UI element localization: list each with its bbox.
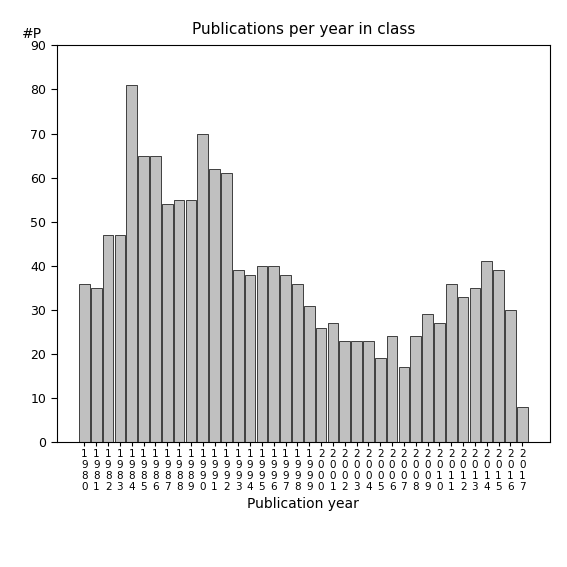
Bar: [399, 367, 409, 442]
Bar: [481, 261, 492, 442]
Text: #P: #P: [22, 27, 43, 41]
Bar: [340, 341, 350, 442]
Bar: [79, 284, 90, 442]
Bar: [268, 266, 279, 442]
Bar: [304, 306, 315, 442]
Bar: [422, 314, 433, 442]
Bar: [91, 288, 101, 442]
Bar: [280, 274, 291, 442]
Bar: [233, 270, 244, 442]
Bar: [138, 155, 149, 442]
Bar: [493, 270, 504, 442]
Bar: [469, 288, 480, 442]
Bar: [458, 297, 468, 442]
Bar: [150, 155, 161, 442]
X-axis label: Publication year: Publication year: [247, 497, 359, 511]
Bar: [352, 341, 362, 442]
Bar: [126, 85, 137, 442]
Bar: [375, 358, 386, 442]
Bar: [162, 204, 172, 442]
Bar: [411, 336, 421, 442]
Bar: [328, 323, 338, 442]
Bar: [292, 284, 303, 442]
Bar: [434, 323, 445, 442]
Bar: [363, 341, 374, 442]
Bar: [257, 266, 267, 442]
Bar: [446, 284, 456, 442]
Bar: [221, 174, 232, 442]
Bar: [505, 310, 516, 442]
Bar: [387, 336, 397, 442]
Bar: [197, 134, 208, 442]
Bar: [316, 328, 327, 442]
Bar: [174, 200, 184, 442]
Bar: [185, 200, 196, 442]
Bar: [115, 235, 125, 442]
Bar: [103, 235, 113, 442]
Bar: [209, 169, 220, 442]
Title: Publications per year in class: Publications per year in class: [192, 22, 415, 37]
Bar: [517, 407, 527, 442]
Bar: [245, 274, 255, 442]
